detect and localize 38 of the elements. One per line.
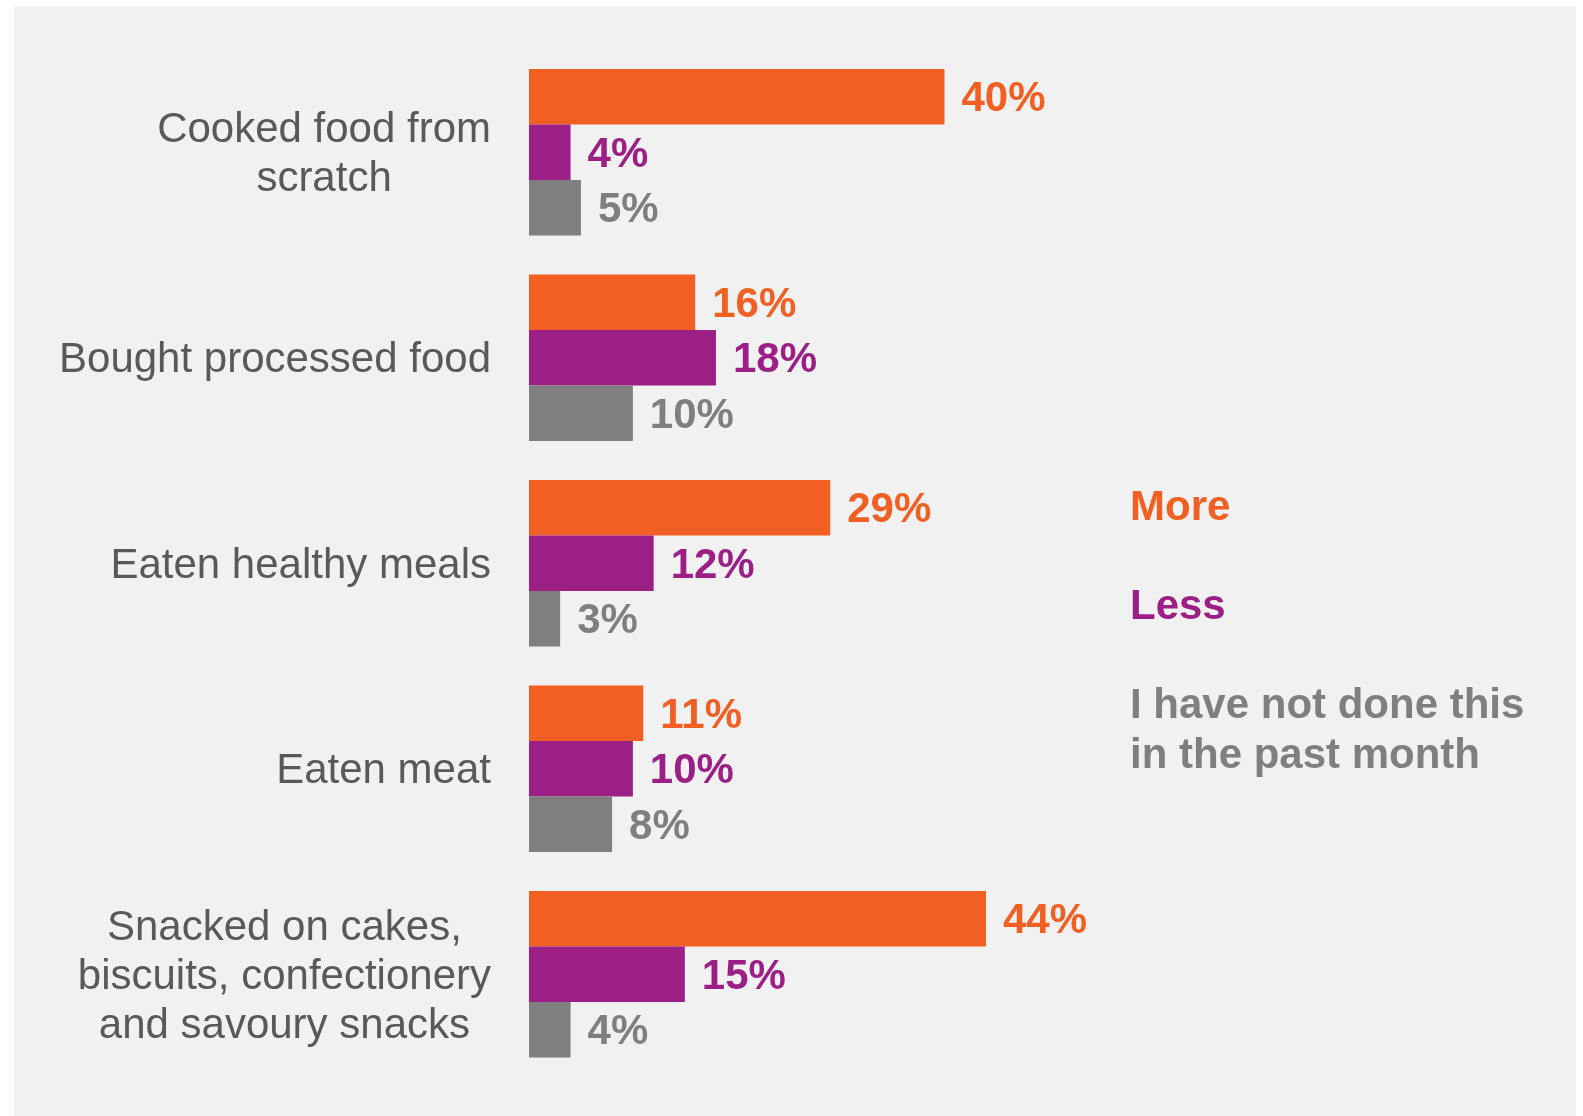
data-label: 10% [649,389,734,437]
y-tick-label: Bought processed food [59,334,491,382]
data-label: 12% [670,539,755,587]
bar [529,741,633,797]
data-label: 18% [732,334,818,382]
data-label: 10% [649,745,734,793]
bar [529,274,696,330]
data-label: 44% [1003,895,1088,943]
text: I have not done this in the past month [1130,679,1525,777]
bar [529,124,571,180]
data-label: 4% [587,1006,649,1054]
bar [529,685,644,741]
data-label: 8% [629,800,690,848]
data-label: 16% [712,278,797,326]
bar [529,69,945,125]
y-tick-label: Snacked on cakes, biscuits, confectionery and savoury snacks [77,901,492,1047]
text: More [1130,481,1231,529]
text: Less [1130,580,1226,628]
bar [529,891,986,947]
bar [529,330,716,386]
bar [529,385,633,441]
data-label: 3% [577,595,638,643]
bar [529,535,654,591]
data-label: 4% [587,128,649,176]
bar [529,480,831,536]
data-label: 5% [597,184,659,232]
y-tick-label: Eaten meat [276,745,492,793]
bar [529,591,561,647]
bar [529,1002,571,1058]
y-tick-label: Cooked food from scratch [157,104,492,201]
y-tick-label: Eaten healthy meals [110,539,492,587]
data-label: 29% [847,484,932,532]
bar [529,796,613,852]
bar [529,180,581,236]
bar [529,946,685,1002]
data-label: 15% [701,950,786,998]
data-label: 40% [961,73,1046,121]
data-label: 11% [660,689,742,737]
